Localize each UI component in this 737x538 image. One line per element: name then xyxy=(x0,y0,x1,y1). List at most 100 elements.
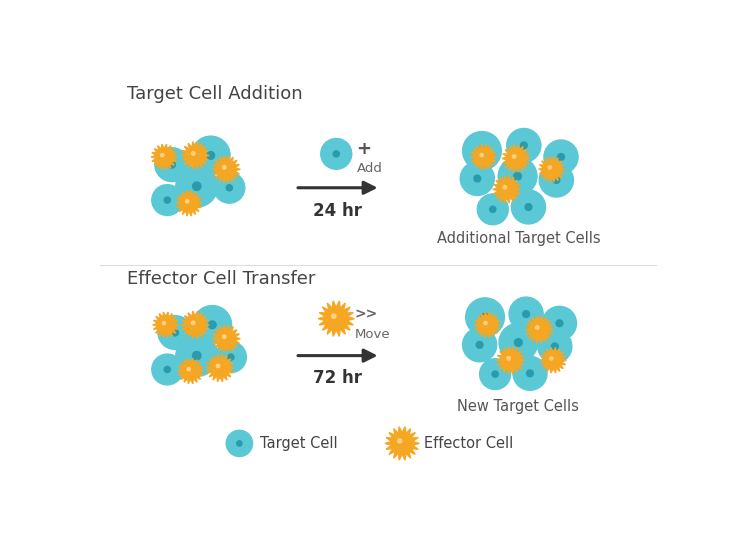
Circle shape xyxy=(551,343,558,350)
Circle shape xyxy=(220,332,233,345)
Text: Effector Cell Transfer: Effector Cell Transfer xyxy=(127,270,315,288)
Circle shape xyxy=(514,172,522,180)
Polygon shape xyxy=(151,144,178,170)
Polygon shape xyxy=(153,312,179,338)
Polygon shape xyxy=(181,141,209,169)
Circle shape xyxy=(176,165,217,207)
Circle shape xyxy=(507,357,511,360)
Text: Add: Add xyxy=(357,161,383,174)
Text: Effector Cell: Effector Cell xyxy=(424,436,513,451)
Polygon shape xyxy=(181,311,209,338)
Circle shape xyxy=(189,318,202,331)
Circle shape xyxy=(164,366,170,372)
Polygon shape xyxy=(525,316,553,343)
Circle shape xyxy=(162,321,166,324)
Circle shape xyxy=(548,166,551,169)
Circle shape xyxy=(193,306,231,344)
Circle shape xyxy=(226,185,232,191)
Circle shape xyxy=(550,357,553,360)
Circle shape xyxy=(480,359,511,390)
Circle shape xyxy=(192,351,201,360)
Polygon shape xyxy=(502,145,530,172)
Circle shape xyxy=(187,367,190,371)
Circle shape xyxy=(474,175,481,182)
Polygon shape xyxy=(492,175,521,203)
Circle shape xyxy=(209,321,216,329)
Polygon shape xyxy=(176,190,202,216)
Circle shape xyxy=(186,200,189,203)
Circle shape xyxy=(481,313,489,321)
Circle shape xyxy=(504,353,517,367)
Circle shape xyxy=(478,194,509,225)
Circle shape xyxy=(189,148,202,162)
Circle shape xyxy=(547,354,559,366)
Text: Target Cell: Target Cell xyxy=(259,436,337,451)
Circle shape xyxy=(394,435,411,451)
Circle shape xyxy=(503,186,506,189)
Circle shape xyxy=(499,323,538,362)
Circle shape xyxy=(223,335,226,338)
Circle shape xyxy=(538,329,572,363)
Circle shape xyxy=(527,370,534,377)
Circle shape xyxy=(161,153,164,157)
Circle shape xyxy=(164,197,170,203)
Circle shape xyxy=(228,354,234,360)
Circle shape xyxy=(169,161,175,168)
Polygon shape xyxy=(178,358,203,384)
Circle shape xyxy=(215,342,246,372)
Circle shape xyxy=(183,197,195,209)
Circle shape xyxy=(214,172,245,203)
Circle shape xyxy=(226,430,253,456)
Circle shape xyxy=(523,310,530,317)
Circle shape xyxy=(478,151,490,163)
Circle shape xyxy=(481,318,494,331)
Circle shape xyxy=(192,182,201,190)
Circle shape xyxy=(558,153,565,160)
Circle shape xyxy=(513,356,547,390)
Circle shape xyxy=(507,129,541,162)
Circle shape xyxy=(172,329,178,336)
Text: +: + xyxy=(357,140,371,158)
Circle shape xyxy=(333,151,339,157)
Polygon shape xyxy=(470,144,497,170)
Circle shape xyxy=(332,314,336,318)
Polygon shape xyxy=(539,157,565,182)
Polygon shape xyxy=(385,427,419,460)
Circle shape xyxy=(525,203,532,210)
Circle shape xyxy=(398,439,402,443)
Circle shape xyxy=(217,364,220,368)
Circle shape xyxy=(520,142,527,149)
Circle shape xyxy=(509,297,543,331)
Circle shape xyxy=(539,163,573,197)
Circle shape xyxy=(152,354,183,385)
Circle shape xyxy=(545,163,558,175)
Polygon shape xyxy=(212,155,240,183)
Circle shape xyxy=(500,182,514,196)
Circle shape xyxy=(512,155,516,158)
Text: New Target Cells: New Target Cells xyxy=(458,399,579,414)
Circle shape xyxy=(328,310,345,327)
Circle shape xyxy=(184,365,197,377)
Circle shape xyxy=(321,138,352,169)
Circle shape xyxy=(463,132,501,170)
Circle shape xyxy=(466,298,504,336)
Polygon shape xyxy=(212,325,240,352)
Text: Move: Move xyxy=(354,328,391,341)
Circle shape xyxy=(192,152,195,155)
Polygon shape xyxy=(475,312,500,338)
Circle shape xyxy=(152,185,183,216)
Circle shape xyxy=(489,206,496,213)
Circle shape xyxy=(158,316,192,350)
Circle shape xyxy=(542,306,576,340)
Circle shape xyxy=(192,321,195,324)
Circle shape xyxy=(509,152,523,165)
Polygon shape xyxy=(497,346,525,374)
Circle shape xyxy=(480,153,483,157)
Text: >>: >> xyxy=(354,307,378,321)
Circle shape xyxy=(213,361,227,374)
Text: Additional Target Cells: Additional Target Cells xyxy=(436,231,600,246)
Polygon shape xyxy=(206,354,234,382)
Circle shape xyxy=(158,151,170,163)
Circle shape xyxy=(237,441,242,446)
Circle shape xyxy=(514,339,523,346)
